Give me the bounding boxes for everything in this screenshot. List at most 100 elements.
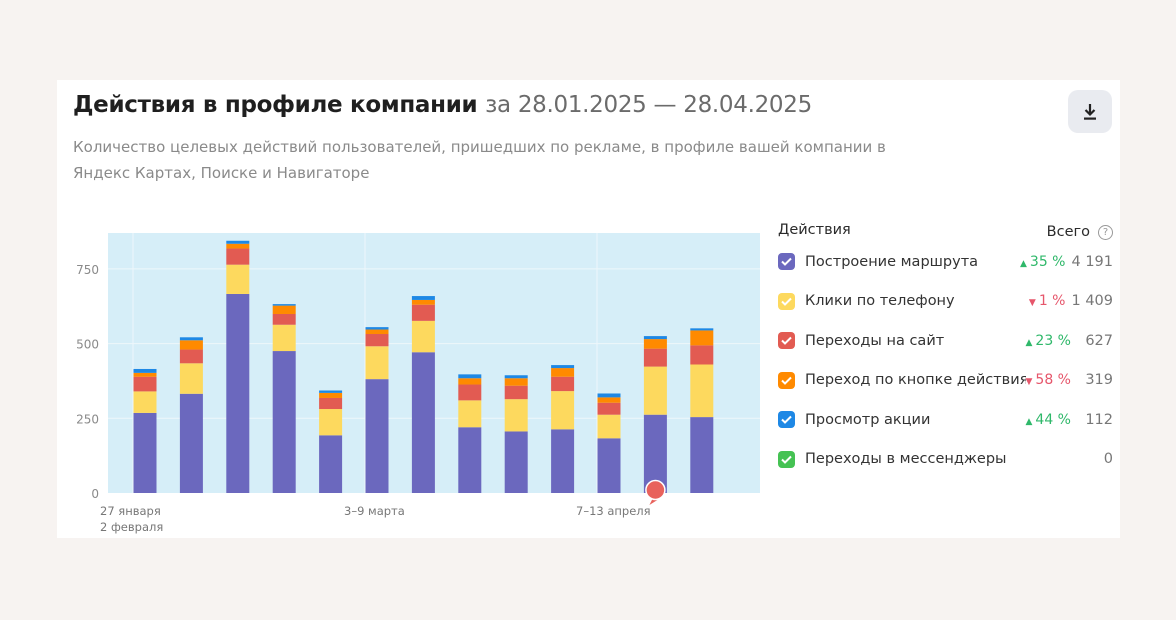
bar-segment	[643, 339, 667, 349]
bar-segment	[272, 305, 296, 314]
legend-item[interactable]: Переходы в мессенджеры 0	[778, 440, 1113, 480]
change-indicator: ▲ 35 %	[1020, 254, 1066, 270]
bar-segment	[551, 368, 575, 377]
legend-item[interactable]: Переход по кнопке действия ▼ 58 % 319	[778, 361, 1113, 401]
bar-segment	[597, 414, 621, 439]
legend-item[interactable]: Просмотр акции ▲ 44 % 112	[778, 400, 1113, 440]
bar-segment	[411, 299, 435, 305]
bar-segment	[690, 328, 714, 331]
y-tick-label: 500	[76, 338, 99, 352]
change-value: 44 %	[1035, 411, 1071, 428]
bar-segment	[365, 346, 389, 380]
actions-card: Действия в профиле компании за 28.01.202…	[57, 80, 1120, 538]
page-title: Действия в профиле компании за 28.01.202…	[73, 92, 812, 118]
bar-segment	[690, 417, 714, 493]
bar-segment	[643, 414, 667, 493]
change-value: 35 %	[1029, 253, 1066, 270]
bar-segment	[319, 397, 343, 410]
x-tick-label: 2 февраля	[100, 520, 163, 534]
legend-item[interactable]: Построение маршрута ▲ 35 % 4 191	[778, 242, 1113, 282]
trend-arrow-icon: ▼	[1025, 377, 1033, 388]
title-text: Действия в профиле компании	[73, 92, 478, 118]
checkbox-checked-icon[interactable]	[778, 371, 795, 389]
bar-segment	[272, 313, 296, 325]
bar-segment	[319, 390, 343, 393]
y-tick-label: 0	[91, 487, 99, 501]
change-value: 58 %	[1035, 372, 1071, 389]
legend-label: Построение маршрута	[805, 253, 979, 270]
bar-segment	[133, 372, 157, 377]
bar-segment	[690, 345, 714, 365]
legend-total: 112	[1085, 411, 1113, 428]
bar-segment	[597, 397, 621, 403]
checkbox-checked-icon[interactable]	[778, 332, 795, 350]
bar-segment	[365, 327, 389, 330]
bar-segment	[179, 340, 203, 350]
help-icon[interactable]: ?	[1098, 224, 1113, 240]
bar-segment	[690, 330, 714, 346]
bar-segment	[226, 293, 250, 493]
bar-segment	[179, 393, 203, 493]
legend-total: 4 191	[1071, 253, 1113, 270]
bar-segment	[458, 374, 482, 379]
change-indicator	[1068, 451, 1071, 467]
change-indicator: ▲ 23 %	[1026, 333, 1072, 349]
bar-segment	[504, 385, 528, 400]
x-tick-label: 3–9 марта	[344, 504, 405, 518]
download-button[interactable]	[1068, 90, 1112, 133]
comment-marker-tail	[649, 499, 658, 505]
bar-segment	[504, 378, 528, 386]
subtitle: Количество целевых действий пользователе…	[73, 138, 886, 182]
legend-label: Переходы на сайт	[805, 332, 945, 349]
bar-segment	[504, 431, 528, 493]
checkbox-checked-icon[interactable]	[778, 411, 795, 429]
legend-heading: Действия	[778, 222, 851, 238]
trend-arrow-icon: ▲	[1025, 337, 1033, 348]
bar-segment	[272, 324, 296, 352]
stacked-bar-chart: 0 250 500 750 27 января 2 февраля 3–9 марта 7–1…	[76, 233, 760, 534]
trend-arrow-icon: ▲	[1025, 416, 1033, 427]
bar-segment	[504, 375, 528, 379]
download-icon	[1084, 103, 1096, 120]
legend-label: Просмотр акции	[805, 411, 931, 428]
bar-segment	[643, 366, 667, 415]
legend-label: Переходы в мессенджеры	[805, 451, 1007, 468]
bar-segment	[551, 429, 575, 493]
bar-segment	[643, 336, 667, 340]
bar-segment	[319, 435, 343, 493]
bar-segment	[690, 364, 714, 418]
bar-segment	[226, 243, 250, 249]
bar-segment	[179, 337, 203, 341]
bar-segment	[133, 391, 157, 413]
trend-arrow-icon: ▼	[1028, 298, 1036, 309]
bar-segment	[272, 351, 296, 493]
legend-item[interactable]: Переходы на сайт ▲ 23 % 627	[778, 321, 1113, 361]
bar-segment	[411, 352, 435, 493]
bar-segment	[597, 402, 621, 415]
bar-segment	[365, 379, 389, 493]
change-value: 1 %	[1038, 293, 1066, 310]
bar-segment	[133, 368, 157, 373]
bar-segment	[319, 409, 343, 436]
bar-segment	[365, 334, 389, 347]
change-indicator: ▼ 1 %	[1029, 293, 1066, 309]
legend-total: 0	[1103, 451, 1113, 468]
bar-segment	[551, 376, 575, 392]
legend-total: 1 409	[1071, 293, 1113, 310]
bar-segment	[551, 391, 575, 430]
bar-segment	[179, 349, 203, 364]
bar-segment	[133, 412, 157, 493]
trend-arrow-icon: ▲	[1019, 258, 1027, 269]
checkbox-checked-icon[interactable]	[778, 253, 795, 271]
legend-total: 319	[1085, 372, 1113, 389]
legend-item[interactable]: Клики по телефону ▼ 1 % 1 409	[778, 282, 1113, 322]
bar-segment	[226, 240, 250, 244]
checkbox-checked-icon[interactable]	[778, 292, 795, 310]
bar-segment	[504, 399, 528, 432]
checkbox-checked-icon[interactable]	[778, 450, 795, 468]
x-tick-label: 27 января	[100, 504, 161, 518]
y-tick-label: 250	[76, 412, 99, 426]
legend-total: 627	[1085, 332, 1113, 349]
y-tick-label: 750	[76, 263, 99, 277]
bar-segment	[319, 392, 343, 398]
